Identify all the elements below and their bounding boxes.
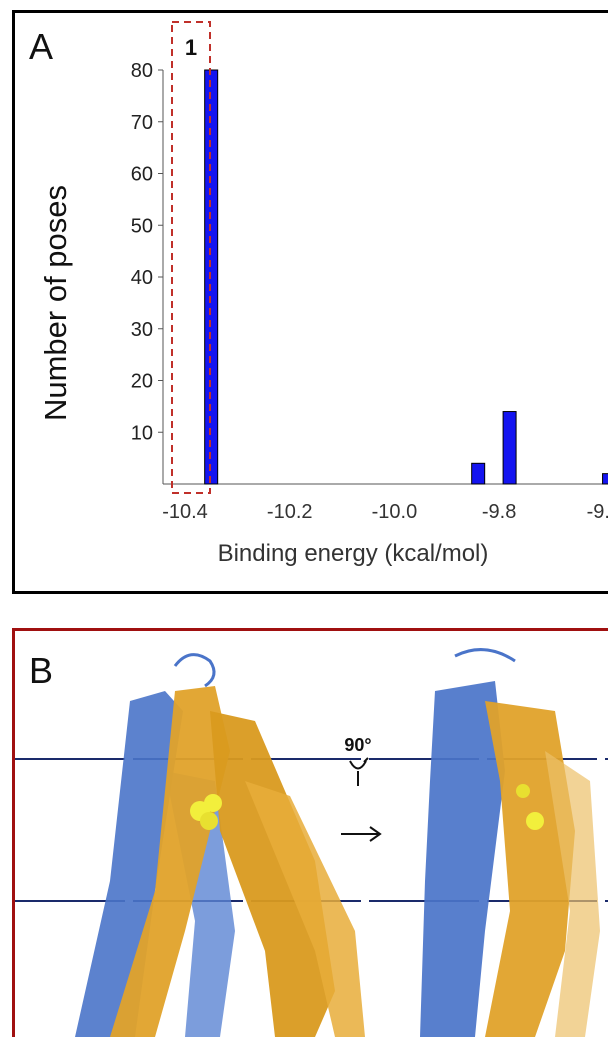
x-tick-label: -10.4 (162, 501, 208, 523)
rotation-indicator: 90° (341, 735, 382, 842)
y-tick-label: 80 (131, 60, 153, 82)
x-tick-label: -10.0 (372, 501, 418, 523)
panel-a-label: A (29, 26, 53, 67)
highlight-box (171, 21, 211, 494)
rotation-label: 90° (344, 735, 371, 755)
x-tick-label: -9.8 (482, 501, 516, 523)
protein-view-front (75, 653, 365, 1037)
orange-helices-side-faint (545, 751, 600, 1037)
x-axis-title: Binding energy (kcal/mol) (218, 540, 489, 567)
highlight-label: 1 (185, 35, 197, 60)
bars-group (204, 69, 608, 485)
rotation-arrow-head-icon (369, 826, 382, 842)
blue-helices-side (420, 681, 505, 1037)
histogram-chart: A Number of poses Binding energy (kcal/m… (29, 21, 608, 567)
y-tick-label: 40 (131, 267, 153, 289)
y-tick-label: 60 (131, 164, 153, 186)
y-tick-label: 70 (131, 112, 153, 134)
y-tick-label: 50 (131, 215, 153, 237)
bar (502, 411, 517, 485)
panel-b: B 90° (12, 628, 608, 1037)
x-tick-labels: -10.4 -10.2 -10.0 -9.8 -9.6 (162, 501, 608, 523)
panel-a: A Number of poses Binding energy (kcal/m… (12, 10, 608, 594)
bar (602, 473, 608, 485)
rotation-symbol-icon (349, 757, 369, 786)
ligand-sphere (204, 794, 222, 812)
x-tick-label: -10.2 (267, 501, 313, 523)
y-tick-label: 30 (131, 319, 153, 341)
panel-b-label: B (29, 650, 53, 691)
ligand-sphere (516, 784, 530, 798)
bar (204, 69, 219, 485)
x-tick-label: -9.6 (587, 501, 608, 523)
orange-helices-left (110, 686, 230, 1037)
y-tick-labels: 10 20 30 40 50 60 70 80 (131, 60, 163, 444)
orange-helices-right (210, 711, 335, 1037)
blue-helices-left (75, 691, 183, 1037)
y-tick-label: 20 (131, 371, 153, 393)
protein-structure-figure: B 90° (15, 648, 608, 1037)
y-axis-title: Number of poses (38, 185, 73, 421)
y-tick-label: 10 (131, 422, 153, 444)
loop-top (173, 653, 216, 688)
protein-view-side (420, 648, 600, 1037)
ligand-sphere (526, 812, 544, 830)
ligand-sphere (200, 812, 218, 830)
loop-top-side (454, 648, 516, 663)
bar (471, 462, 486, 485)
orange-helices-far (245, 781, 365, 1037)
